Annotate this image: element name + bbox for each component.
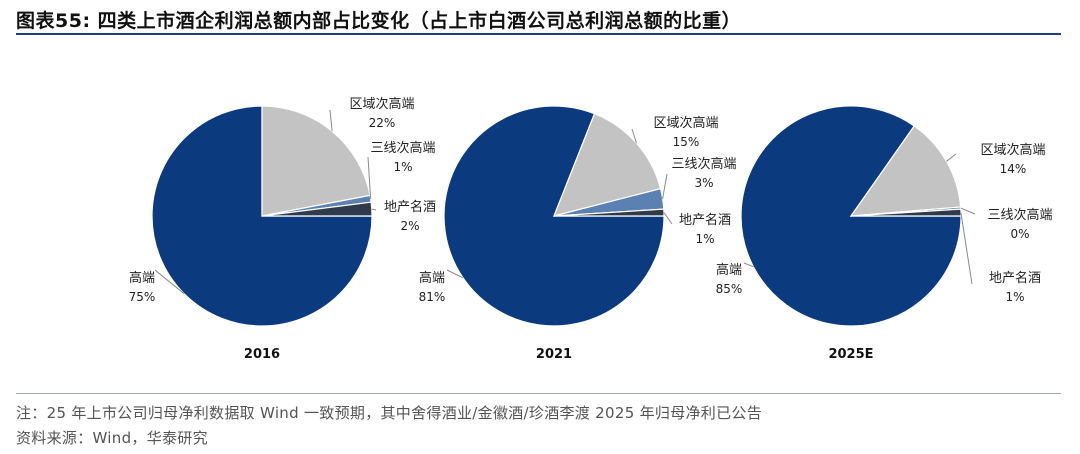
data-label-2021-regional-subpremium: 15% — [673, 135, 700, 149]
category-label-2016-regional-subpremium: 区域次高端 — [349, 96, 414, 112]
leader-line-2021-regional-subpremium — [631, 128, 637, 144]
data-label-2021-tier3-subpremium: 3% — [694, 176, 713, 190]
category-label-2025E-local-liquor: 地产名酒 — [989, 270, 1041, 286]
leader-line-2021-premium — [446, 269, 464, 279]
data-label-2016-tier3-subpremium: 1% — [393, 160, 412, 174]
footnote: 注：25 年上市公司归母净利数据取 Wind 一致预期，其中舍得酒业/金徽酒/珍… — [16, 404, 763, 422]
leader-line-2016-premium — [154, 269, 185, 295]
category-label-2025E-premium: 高端 — [716, 262, 742, 278]
leader-line-2016-local-liquor — [371, 208, 377, 211]
data-label-2025E-tier3-subpremium: 0% — [1010, 227, 1029, 241]
leader-line-2021-local-liquor — [663, 212, 673, 225]
pie-slice-2016-regional-subpremium — [261, 105, 371, 217]
year-label-2025E: 2025E — [828, 347, 873, 362]
category-label-2016-local-liquor: 地产名酒 — [384, 199, 436, 215]
category-label-2021-premium: 高端 — [419, 270, 445, 286]
data-label-2021-local-liquor: 1% — [695, 232, 714, 246]
pie-slice-2025E-regional-subpremium — [849, 125, 962, 217]
category-label-2021-regional-subpremium: 区域次高端 — [653, 115, 718, 131]
data-label-2016-premium: 75% — [129, 290, 156, 304]
source-note: 资料来源：Wind，华泰研究 — [16, 429, 208, 447]
chart-title: 图表55: 四类上市酒企利润总额内部占比变化（占上市白酒公司总利润总额的比重） — [16, 10, 742, 32]
category-label-2021-tier3-subpremium: 三线次高端 — [671, 156, 736, 172]
year-label-2016: 2016 — [244, 347, 280, 362]
data-label-2016-regional-subpremium: 22% — [369, 116, 396, 130]
title-rule — [16, 33, 1061, 35]
pie-charts: 高端 75% 区域次高端 22% 三线次高端 1% 地产名酒 2% 2016 高端 81% 区域次高端… — [129, 96, 1053, 362]
leader-line-2016-tier3-subpremium — [367, 156, 372, 199]
data-label-2021-premium: 81% — [419, 290, 446, 304]
leader-line-2021-tier3-subpremium — [662, 173, 668, 199]
data-label-2025E-local-liquor: 1% — [1005, 290, 1024, 304]
pie-slice-2016-local-liquor — [261, 201, 373, 217]
footer-rule — [16, 393, 1061, 394]
leader-line-2025E-premium — [743, 262, 754, 268]
leader-line-2025E-tier3-subpremium — [960, 207, 976, 215]
year-label-2021: 2021 — [536, 347, 572, 362]
category-label-2025E-regional-subpremium: 区域次高端 — [980, 142, 1045, 158]
data-label-2025E-premium: 85% — [716, 282, 743, 296]
data-label-2016-local-liquor: 2% — [400, 219, 419, 233]
leader-line-2025E-regional-subpremium — [946, 153, 957, 162]
leader-line-2025E-local-liquor — [960, 212, 973, 285]
category-label-2025E-tier3-subpremium: 三线次高端 — [987, 207, 1052, 223]
category-label-2021-local-liquor: 地产名酒 — [679, 212, 731, 228]
leader-line-2016-regional-subpremium — [329, 109, 333, 132]
category-label-2016-tier3-subpremium: 三线次高端 — [370, 140, 435, 156]
data-label-2025E-regional-subpremium: 14% — [1000, 162, 1027, 176]
category-label-2016-premium: 高端 — [129, 270, 155, 286]
